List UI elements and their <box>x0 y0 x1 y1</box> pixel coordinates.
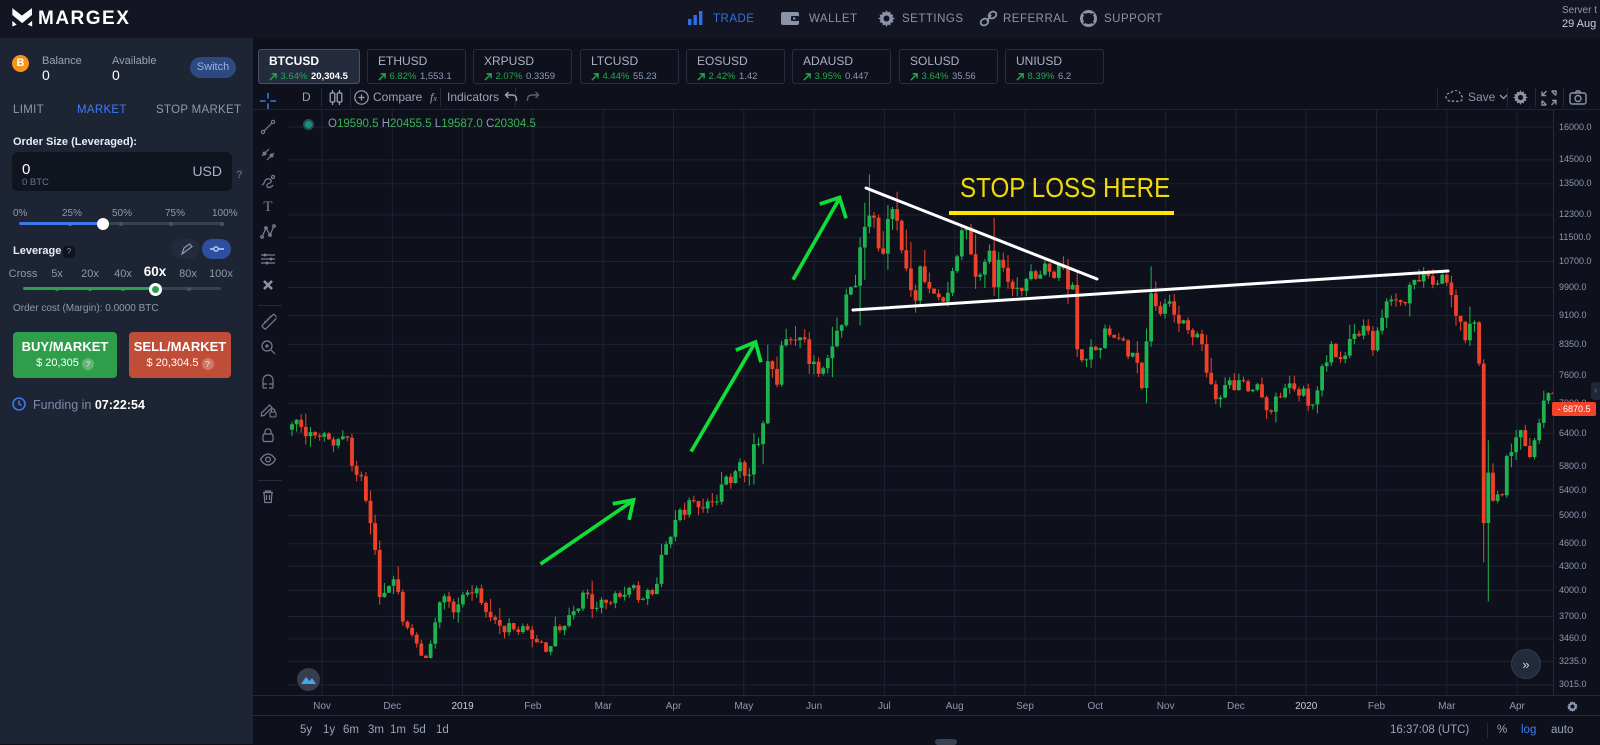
svg-text:T: T <box>263 199 272 214</box>
